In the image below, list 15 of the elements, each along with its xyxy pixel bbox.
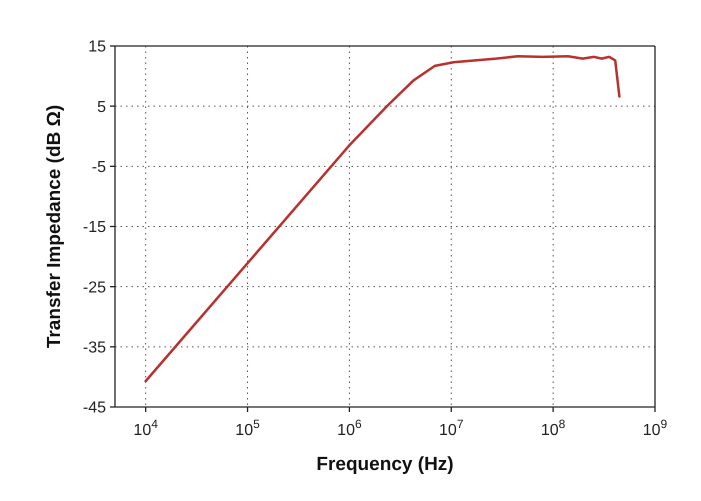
x-tick-label: 10$^{5}$: [235, 417, 260, 439]
y-axis-title: Transfer Impedance (dB Ω): [44, 104, 65, 348]
y-tick-label: 15: [88, 38, 106, 56]
x-tick-label: 10$^{7}$: [439, 417, 464, 439]
y-tick-label: -15: [82, 219, 106, 236]
y-tick-label: -35: [82, 339, 106, 356]
y-tick-label: -5: [92, 158, 106, 176]
y-tick-label: -25: [82, 279, 106, 296]
x-tick-label: 10$^{9}$: [642, 417, 668, 439]
x-tick-label: 10$^{8}$: [540, 417, 566, 439]
y-tick-label: -45: [82, 400, 106, 417]
x-tick-label: 10$^{4}$: [133, 417, 158, 439]
x-axis-title: Frequency (Hz): [316, 454, 454, 475]
x-tick-label: 10$^{6}$: [337, 417, 362, 439]
y-tick-label: 5: [97, 98, 106, 116]
